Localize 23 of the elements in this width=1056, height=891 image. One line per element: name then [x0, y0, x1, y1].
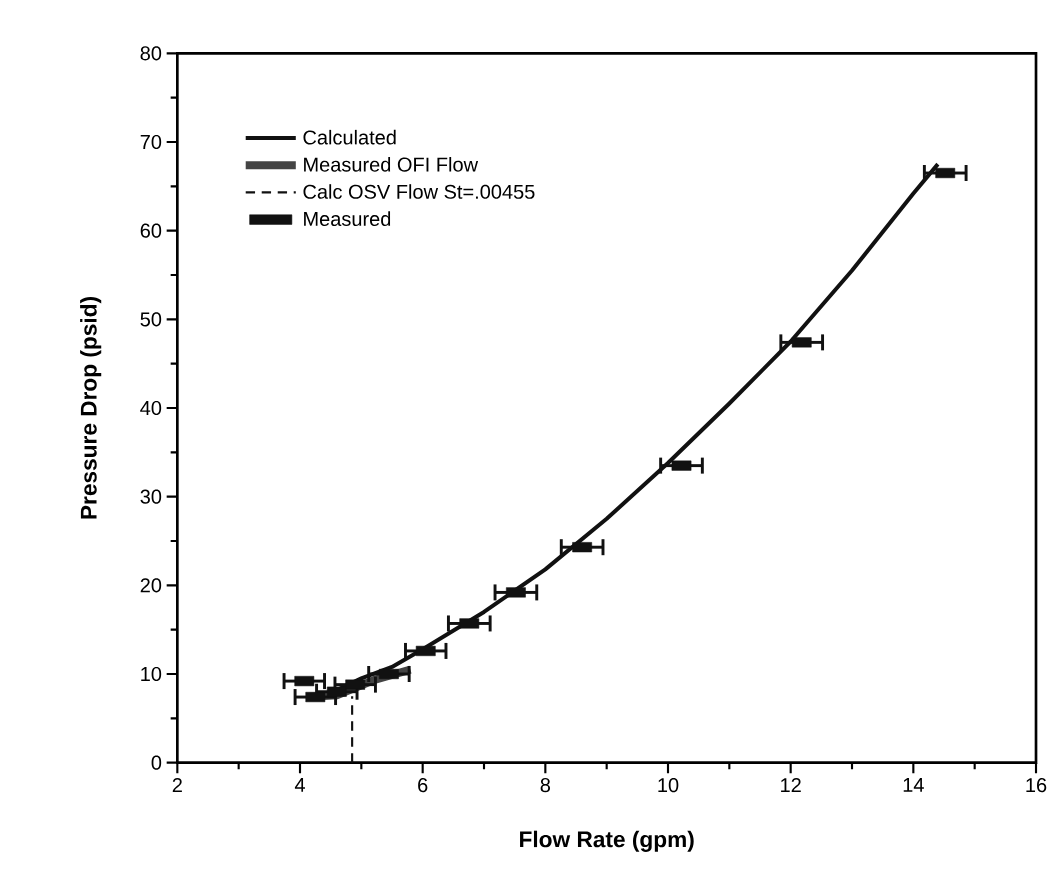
- x-tick-label: 4: [294, 778, 305, 792]
- legend-label: Calc OSV Flow St=.00455: [303, 184, 535, 200]
- x-tick-label: 8: [540, 778, 551, 793]
- y-tick-label: 70: [140, 135, 162, 150]
- y-tick-label: 50: [140, 312, 162, 327]
- legend-label: Calculated: [303, 130, 396, 145]
- y-axis-title: Pressure Drop (psid): [80, 297, 102, 519]
- legend-label: Measured OFI Flow: [304, 157, 479, 172]
- y-tick-label: 10: [141, 667, 162, 682]
- x-tick-label: 12: [781, 778, 801, 793]
- x-tick-label: 16: [1026, 778, 1047, 793]
- x-axis-title: Flow Rate (gpm): [520, 830, 694, 853]
- y-tick-label: 30: [140, 489, 162, 504]
- x-tick-label: 10: [658, 778, 679, 793]
- x-tick-label: 14: [903, 778, 924, 792]
- y-tick-label: 0: [151, 755, 162, 770]
- x-tick-label: 2: [172, 778, 182, 793]
- y-tick-label: 20: [140, 578, 162, 593]
- y-tick-label: 60: [140, 223, 162, 238]
- legend-label: Measured: [304, 211, 391, 227]
- y-tick-label: 40: [140, 401, 162, 416]
- y-tick-label: 80: [140, 46, 162, 61]
- x-tick-label: 6: [418, 778, 428, 793]
